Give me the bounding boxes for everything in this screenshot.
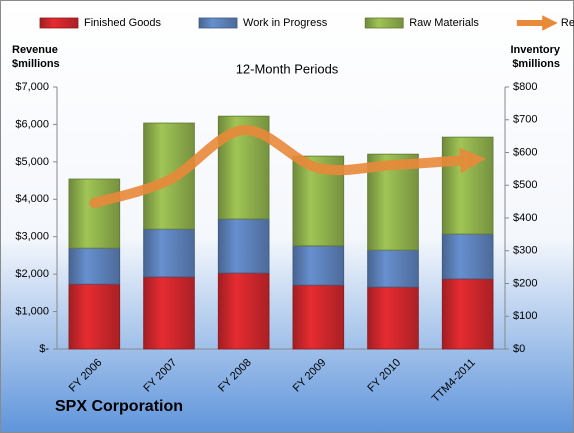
axis-title: Inventory $millions: [510, 44, 560, 70]
y2-tick-label: $100: [513, 310, 537, 322]
y2-tick-label: $500: [513, 179, 537, 191]
y-tick-label: $5,000: [15, 156, 49, 168]
bar-segment: [68, 247, 121, 285]
bar-segment: [367, 286, 419, 350]
bar-segment: [217, 272, 270, 350]
y2-tick-label: $300: [513, 245, 537, 257]
y2-tick-label: $0: [513, 343, 525, 355]
legend-label: Work in Progress: [243, 17, 328, 29]
bar-segment: [143, 228, 195, 278]
y-tick-label: $4,000: [15, 193, 49, 205]
bar-segment: [441, 278, 494, 350]
y-tick-label: $-: [39, 343, 49, 355]
legend-item: Finished Goods: [39, 17, 162, 29]
legend-label: Raw Materials: [409, 17, 479, 29]
y-tick-label: $6,000: [15, 118, 49, 130]
legend-swatch: [39, 17, 79, 29]
bar-segment: [143, 276, 195, 350]
bar-segment: [217, 218, 270, 274]
revenue-line: [89, 125, 486, 209]
bar-segment: [68, 283, 121, 350]
y-tick-label: $7,000: [15, 81, 49, 93]
y2-tick-label: $400: [513, 212, 537, 224]
bar-segment: [292, 245, 345, 286]
legend-label: Finished Goods: [84, 17, 162, 29]
bar-segment: [441, 136, 494, 235]
legend-item: Revenue: [516, 15, 574, 31]
y2-tick-label: $200: [513, 277, 537, 289]
bar-segment: [367, 249, 419, 288]
legend-swatch: [198, 17, 238, 29]
y-tick-label: $3,000: [15, 231, 49, 243]
y2-tick-label: $700: [513, 114, 537, 126]
legend-item: Work in Progress: [198, 17, 328, 29]
y-tick-label: $2,000: [15, 268, 49, 280]
legend-item: Raw Materials: [364, 17, 479, 29]
bar-segment: [292, 284, 345, 350]
y2-tick-label: $600: [513, 146, 537, 158]
footer: SPX Corporation: [55, 398, 183, 415]
legend-swatch: [364, 17, 404, 29]
y-tick-label: $1,000: [15, 305, 49, 317]
y2-tick-label: $800: [513, 81, 537, 93]
bar-segment: [441, 233, 494, 280]
legend-label: Revenue: [561, 17, 574, 29]
axis-title: Revenue $millions: [12, 44, 60, 70]
chart-title: 12-Month Periods: [236, 61, 339, 76]
bar-segment: [68, 178, 121, 249]
